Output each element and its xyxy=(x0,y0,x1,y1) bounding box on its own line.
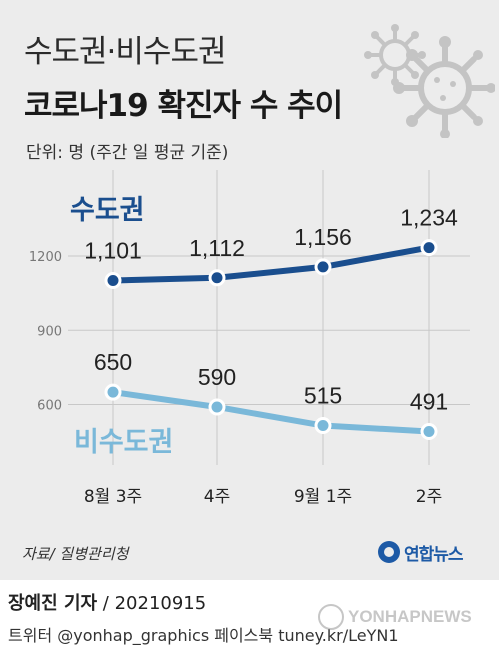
data-point xyxy=(420,422,438,440)
series-line xyxy=(110,244,432,284)
data-point xyxy=(208,269,226,287)
title-line-1: 수도권·비수도권 xyxy=(24,34,226,70)
x-tick-label: 8월 3주 xyxy=(84,487,142,507)
data-point xyxy=(104,272,122,290)
infographic-card: 수도권·비수도권 코로나19 확진자 수 추이 xyxy=(0,0,499,580)
line-chart: 1200 900 600 8월 3주 4주 9월 1주 2주 1,101 1,112 1,156 1… xyxy=(29,170,470,507)
data-point xyxy=(314,258,332,276)
watermark-text: YONHAPNEWS xyxy=(348,607,472,626)
y-tick-label: 600 xyxy=(37,399,62,414)
yonhap-logo-text: 연합뉴스 xyxy=(404,544,464,565)
data-label: 1,101 xyxy=(84,238,142,264)
x-tick-label: 4주 xyxy=(204,487,230,507)
x-tick-label: 2주 xyxy=(416,487,442,507)
data-label: 491 xyxy=(410,388,448,414)
unit-note: 단위: 명 (주간 일 평균 기준) xyxy=(26,143,229,163)
watermark: YONHAPNEWS xyxy=(318,604,472,630)
watermark-logo-icon xyxy=(318,604,344,630)
yonhap-logo-icon xyxy=(378,541,400,563)
data-label: 1,112 xyxy=(189,235,245,261)
series-name-label: 수도권 xyxy=(70,195,145,226)
source-note: 자료/ 질병관리청 xyxy=(22,545,129,563)
data-label: 650 xyxy=(94,349,132,375)
data-point xyxy=(420,239,438,257)
series-line xyxy=(110,389,432,435)
data-label: 1,156 xyxy=(294,224,352,250)
yonhap-logo: 연합뉴스 xyxy=(378,537,464,567)
data-point xyxy=(208,398,226,416)
data-label: 590 xyxy=(198,364,236,390)
y-tick-label: 1200 xyxy=(29,250,62,265)
x-tick-label: 9월 1주 xyxy=(294,487,352,507)
virus-icon-large xyxy=(393,36,495,138)
reporter-line: 장예진 기자 / 20210915 xyxy=(8,589,206,615)
y-tick-label: 900 xyxy=(37,324,62,339)
publish-date: / 20210915 xyxy=(97,593,207,614)
social-links: 트위터 @yonhap_graphics 페이스북 tuney.kr/LeYN1 xyxy=(8,626,399,645)
title-line-2: 코로나19 확진자 수 추이 xyxy=(24,88,343,124)
data-point xyxy=(104,383,122,401)
data-label: 1,234 xyxy=(400,205,458,231)
data-point xyxy=(314,417,332,435)
series-name-label: 비수도권 xyxy=(74,427,173,458)
data-label: 515 xyxy=(304,383,342,409)
reporter-name: 장예진 기자 xyxy=(8,593,98,614)
